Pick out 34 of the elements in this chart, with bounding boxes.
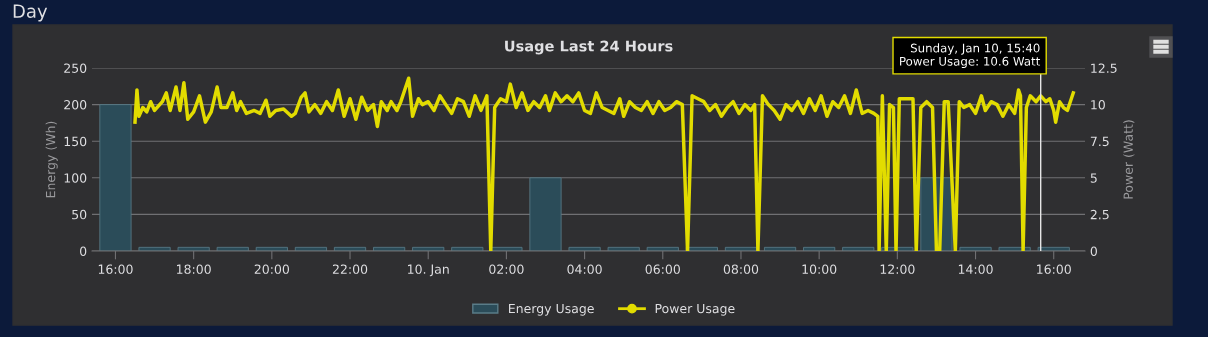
x-tick-label: 16:00: [98, 264, 133, 274]
y-tick-label: 200: [64, 100, 87, 110]
y-tick-label: 150: [64, 136, 87, 147]
y2-tick-label: 2.5: [1090, 209, 1109, 220]
bar: [529, 177, 562, 251]
y2-tick-label: 5: [1090, 173, 1097, 183]
legend-label: Energy Usage: [509, 303, 594, 316]
y2-tick-label: 10: [1091, 100, 1105, 110]
y2-tick-label: 0: [1090, 246, 1097, 256]
y2-tick-label: 12.5: [1091, 63, 1117, 73]
text: Sunday, Jan 10, 15:40 Power Usage: 10.6 Watt: [900, 43, 1041, 68]
x-tick-label: 16:00: [1037, 264, 1071, 274]
x-tick-label: 08:00: [723, 264, 759, 274]
y2-axis-title: Power (Watt): [1123, 120, 1135, 199]
x-tick-label: 18:00: [177, 264, 211, 274]
x-tick-label: 10. Jan: [408, 264, 449, 277]
x-tick-label: 06:00: [645, 264, 680, 274]
y2-tick-label: 7.5: [1090, 136, 1109, 147]
chart-title: Usage Last 24 Hours: [505, 40, 673, 55]
x-tick-label: 14:00: [958, 264, 993, 274]
x-tick-label: 22:00: [332, 264, 368, 274]
x-tick-label: 10:00: [802, 264, 837, 274]
x-tick-label: 20:00: [254, 264, 290, 274]
legend-label: Power Usage: [655, 303, 735, 316]
y-tick-label: 100: [64, 173, 87, 183]
bar: [99, 104, 132, 251]
x-tick-label: 12:00: [880, 264, 915, 274]
text: Day: [13, 4, 48, 22]
y-tick-label: 50: [72, 209, 87, 220]
y-axis-title: Energy (Wh): [45, 121, 58, 198]
x-tick-label: 02:00: [489, 264, 524, 274]
y-tick-label: 250: [64, 63, 87, 73]
x-tick-label: 04:00: [567, 264, 602, 274]
y-tick-label: 0: [80, 246, 87, 256]
